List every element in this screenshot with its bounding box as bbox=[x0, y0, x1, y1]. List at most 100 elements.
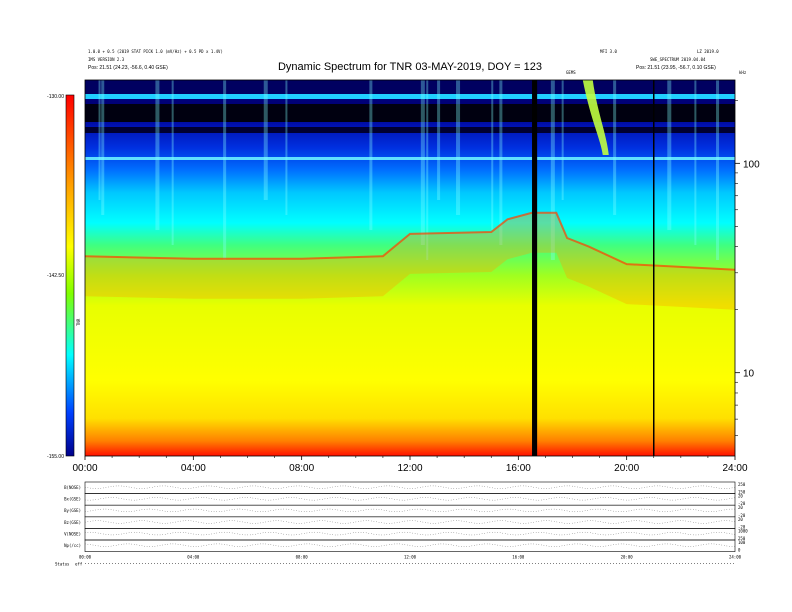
panel-label: B(NOSE) bbox=[64, 485, 81, 490]
colorbar-tick-bottom: -155.00 bbox=[47, 454, 64, 460]
y-tick-label: 100 bbox=[743, 159, 760, 170]
streak bbox=[613, 80, 617, 215]
panel-frame bbox=[84, 539, 736, 552]
panel-right-tick: 150 bbox=[738, 490, 746, 495]
streak bbox=[420, 80, 425, 245]
x-tick-label: 04:00 bbox=[181, 463, 206, 474]
streak bbox=[437, 80, 441, 200]
panel-right-tick: -20 bbox=[738, 524, 746, 529]
header-top-left-line1: 1.0.0 + 0.5 (2019 STAT PICK 1.0 (mV/Hz) … bbox=[88, 49, 223, 54]
panel-right-tick: 100 bbox=[738, 540, 746, 545]
streak bbox=[550, 80, 555, 260]
header-top-right-line2: LZ 2019.0 bbox=[697, 49, 719, 54]
y-tick-label: 10 bbox=[743, 369, 755, 380]
panel-time-label: 16:00 bbox=[512, 555, 525, 560]
corner-label: kHz bbox=[739, 70, 747, 75]
mark-label: GEMS bbox=[566, 70, 576, 75]
panel-label: Bz(GSE) bbox=[64, 520, 81, 525]
x-tick-label: 00:00 bbox=[72, 463, 97, 474]
header-top-left-line2: IMS VERSION 2.3 bbox=[88, 57, 125, 62]
panel-label: Np(/cc) bbox=[64, 543, 81, 548]
header-top-left-line3: Pos: 21.51 (24.23, -56.6, 0.40 GSE) bbox=[88, 65, 168, 71]
panel-right-tick: 250 bbox=[738, 482, 746, 487]
streak bbox=[101, 80, 105, 215]
header-top-right-line4: Pos: 21.51 (23.95, -56.7, 0.10 GSE) bbox=[636, 65, 716, 71]
radio-burst-shape bbox=[582, 80, 609, 155]
spectrogram-plot bbox=[85, 80, 735, 456]
status-value: eff bbox=[75, 562, 83, 567]
panel-label: By(GSE) bbox=[64, 508, 81, 513]
panel-frame bbox=[84, 528, 736, 541]
streak bbox=[171, 80, 174, 245]
streak bbox=[499, 80, 503, 245]
x-axis: 00:00 04:00 08:00 12:00 16:00 20:00 24:00 bbox=[72, 456, 748, 474]
panel-right-tick: 1000 bbox=[738, 528, 748, 533]
header-top-right-line1: MFI 3.0 bbox=[600, 49, 617, 54]
plasma-line-region bbox=[85, 212, 735, 310]
data-gaps bbox=[532, 80, 655, 456]
chart-title: Dynamic Spectrum for TNR 03-MAY-2019, DO… bbox=[278, 61, 542, 73]
panel-label: Bx(GSE) bbox=[64, 497, 81, 502]
band-black bbox=[85, 104, 735, 122]
panel-right-tick: 20 bbox=[738, 494, 743, 499]
panel-time-label: 08:00 bbox=[296, 555, 309, 560]
streak bbox=[561, 80, 564, 200]
panel-right-tick: 250 bbox=[738, 536, 746, 541]
x-tick-label: 08:00 bbox=[289, 463, 314, 474]
streak bbox=[263, 80, 268, 200]
panel-right-tick: -20 bbox=[738, 501, 746, 506]
panel-frame bbox=[84, 481, 736, 494]
bottom-panels: B(NOSE)250150Bx(GSE)20-20By(GSE)20-20Bz(… bbox=[55, 481, 748, 567]
panel-trace bbox=[84, 508, 735, 513]
panel-trace bbox=[84, 485, 736, 489]
panel-right-tick: 20 bbox=[738, 505, 743, 510]
streak bbox=[426, 80, 429, 260]
x-tick-label: 24:00 bbox=[722, 463, 747, 474]
streak bbox=[98, 80, 101, 200]
streak bbox=[456, 80, 461, 215]
header-top-right-line3: SWE_SPECTRUM 2019.04.04 bbox=[650, 57, 706, 62]
data-gap bbox=[533, 80, 536, 456]
radio-burst bbox=[582, 80, 609, 155]
panel-trace bbox=[84, 543, 736, 547]
panel-trace bbox=[84, 520, 736, 524]
panel-right-tick: -20 bbox=[738, 513, 746, 518]
band-cyan-line bbox=[85, 94, 735, 99]
streak bbox=[223, 80, 227, 260]
streak bbox=[155, 80, 160, 230]
panel-frame bbox=[84, 516, 736, 529]
streak bbox=[667, 80, 672, 230]
band-cyan-line-2 bbox=[85, 157, 735, 160]
panel-time-label: 24:00 bbox=[729, 555, 742, 560]
spectrum-background bbox=[85, 80, 735, 456]
data-gap bbox=[532, 80, 535, 456]
panel-trace bbox=[84, 531, 736, 536]
plasma-line-edge bbox=[85, 211, 735, 271]
data-gap bbox=[534, 80, 538, 456]
colorbar-tick-mid: -142.50 bbox=[47, 273, 64, 279]
bursty-streaks bbox=[98, 80, 720, 260]
panel-right-tick: 0 bbox=[738, 548, 741, 553]
streak bbox=[285, 80, 288, 215]
band-black-2 bbox=[85, 127, 735, 133]
band-dark-top bbox=[85, 80, 735, 94]
streak bbox=[694, 80, 697, 245]
streak bbox=[491, 80, 494, 230]
panel-time-label: 00:00 bbox=[79, 555, 92, 560]
streak bbox=[716, 80, 720, 260]
streak bbox=[369, 80, 373, 230]
panel-right-tick: 20 bbox=[738, 517, 743, 522]
x-tick-label: 16:00 bbox=[506, 463, 531, 474]
status-label: Status bbox=[55, 562, 70, 567]
panel-time-label: 12:00 bbox=[404, 555, 417, 560]
panel-time-label: 20:00 bbox=[621, 555, 634, 560]
colorbar bbox=[65, 94, 75, 457]
colorbar-tick-top: -130.00 bbox=[47, 94, 64, 100]
y-axis: 100 10 bbox=[735, 99, 760, 437]
panel-label: V(NOSE) bbox=[64, 531, 81, 536]
panel-time-label: 04:00 bbox=[187, 555, 200, 560]
x-tick-label: 12:00 bbox=[397, 463, 422, 474]
panel-frame bbox=[84, 504, 736, 518]
x-tick-label: 20:00 bbox=[614, 463, 639, 474]
